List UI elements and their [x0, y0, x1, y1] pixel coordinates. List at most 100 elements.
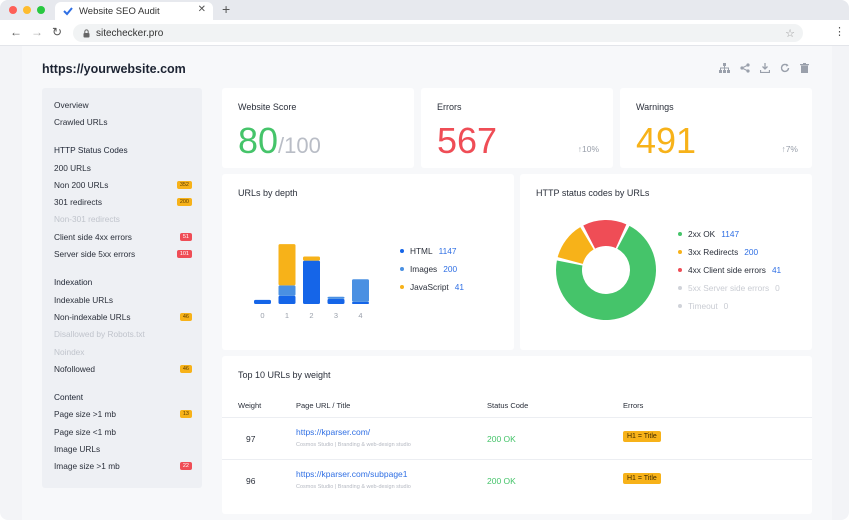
sidebar-item-non-301-redirects[interactable]: Non-301 redirects	[42, 211, 202, 228]
depth-legend-item: Images 200	[400, 260, 464, 278]
sidebar-item-label: Image size >1 mb	[54, 461, 120, 472]
forward-icon[interactable]: →	[31, 25, 43, 39]
row-status-code: 200 OK	[487, 434, 516, 444]
legend-value: 0	[775, 283, 780, 293]
sidebar-item-label: Non-301 redirects	[54, 214, 120, 225]
sidebar-item-non-200-urls[interactable]: Non 200 URLs 352	[42, 176, 202, 193]
errors-card[interactable]: Errors 567 ↑10%	[421, 88, 613, 168]
sidebar-item-label: Page size <1 mb	[54, 426, 117, 437]
row-error-badge[interactable]: H1 = Title	[623, 473, 661, 484]
sidebar-item-indexable-urls[interactable]: Indexable URLs	[42, 291, 202, 308]
sidebar-item-label: Indexation	[54, 277, 93, 288]
bar-javascript-2	[303, 256, 320, 261]
website-score-title: Website Score	[238, 102, 297, 112]
sidebar-item-client-side-4xx-errors[interactable]: Client side 4xx errors 51	[42, 228, 202, 245]
bookmark-star-icon[interactable]: ☆	[785, 27, 795, 40]
sidebar-item-page-size-1-mb[interactable]: Page size >1 mb 13	[42, 406, 202, 423]
legend-name: Timeout	[688, 301, 718, 311]
errors-trend: ↑10%	[577, 144, 599, 154]
depth-legend: HTML 1147 Images 200 JavaScript 41	[400, 242, 464, 296]
sidebar-item-label: Disallowed by Robots.txt	[54, 329, 145, 340]
sidebar-item-disallowed-by-robots-txt[interactable]: Disallowed by Robots.txt	[42, 326, 202, 343]
count-badge: 13	[179, 410, 192, 419]
sitemap-icon[interactable]	[719, 62, 730, 73]
address-bar[interactable]: sitechecker.pro ☆	[73, 24, 803, 42]
minimize-window-button[interactable]	[23, 6, 31, 14]
sidebar-item-label: Server side 5xx errors	[54, 249, 136, 260]
sidebar-item-noindex[interactable]: Noindex	[42, 343, 202, 360]
audit-page: https://yourwebsite.com Overview Crawled …	[22, 46, 832, 520]
sidebar-item-301-redirects[interactable]: 301 redirects 200	[42, 193, 202, 210]
sidebar-item-label: Crawled URLs	[54, 116, 108, 127]
browser-menu-icon[interactable]: ⋮	[834, 26, 845, 38]
errors-title: Errors	[437, 102, 462, 112]
status-legend-item: Timeout 0	[678, 297, 781, 315]
sidebar-item-server-side-5xx-errors[interactable]: Server side 5xx errors 101	[42, 245, 202, 262]
close-tab-icon[interactable]: ✕	[197, 4, 206, 15]
reload-icon[interactable]: ↻	[52, 25, 63, 39]
donut-slice-4xx-client-side-errors	[583, 220, 627, 249]
row-error-badge[interactable]: H1 = Title	[623, 431, 661, 442]
col-status: Status Code	[487, 401, 529, 410]
count-badge: 22	[179, 462, 192, 471]
download-icon[interactable]	[759, 62, 770, 73]
website-score-card[interactable]: Website Score 80/100	[222, 88, 414, 168]
bar-images-4	[352, 279, 369, 302]
sidebar-item-label: Non-indexable URLs	[54, 311, 131, 322]
legend-dot	[400, 267, 404, 271]
legend-dot	[678, 232, 682, 236]
sidebar-item-label: 200 URLs	[54, 162, 91, 173]
sidebar: Overview Crawled URLs HTTP Status Codes 200…	[42, 88, 202, 488]
warnings-card[interactable]: Warnings 491 ↑7%	[620, 88, 812, 168]
count-badge: 51	[179, 232, 192, 241]
refresh-icon[interactable]	[779, 62, 790, 73]
sidebar-item-overview[interactable]: Overview	[42, 96, 202, 113]
row-page-title: Cosmos Studio | Branding & web-design st…	[296, 442, 411, 448]
table-row: 96 https://kparser.com/subpage1 Cosmos Stu…	[222, 459, 812, 500]
warnings-title: Warnings	[636, 102, 674, 112]
browser-tab[interactable]: Website SEO Audit ✕	[55, 2, 213, 20]
sidebar-item-200-urls[interactable]: 200 URLs	[42, 159, 202, 176]
row-url-link[interactable]: https://kparser.com/subpage1	[296, 469, 408, 479]
legend-value: 200	[744, 247, 759, 257]
sidebar-item-image-size-1-mb[interactable]: Image size >1 mb 22	[42, 458, 202, 475]
bar-html-3	[327, 298, 345, 304]
row-url-link[interactable]: https://kparser.com/	[296, 427, 371, 437]
trash-icon[interactable]	[799, 62, 810, 73]
table-row: 97 https://kparser.com/Cosmos Studio | Br…	[222, 417, 812, 458]
sidebar-item-image-urls[interactable]: Image URLs	[42, 440, 202, 457]
legend-dot	[400, 249, 404, 253]
sidebar-item-crawled-urls[interactable]: Crawled URLs	[42, 113, 202, 130]
sitechecker-logo-icon	[63, 6, 73, 15]
back-icon[interactable]: ←	[10, 25, 22, 39]
legend-value: 41	[771, 265, 782, 275]
bar-html-1	[278, 295, 296, 304]
sidebar-gap	[42, 263, 202, 274]
x-tick-label: 4	[358, 311, 362, 320]
website-score-value: 80/100	[238, 120, 321, 161]
sidebar-item-content: Content	[42, 388, 202, 405]
sidebar-item-page-size-1-mb[interactable]: Page size <1 mb	[42, 423, 202, 440]
sidebar-item-label: Non 200 URLs	[54, 179, 109, 190]
maximize-window-button[interactable]	[37, 6, 45, 14]
legend-name: 5xx Server side errors	[688, 283, 770, 293]
row-status-code: 200 OK	[487, 476, 516, 486]
sidebar-gap	[42, 131, 202, 142]
sidebar-item-label: Page size >1 mb	[54, 409, 117, 420]
sidebar-item-non-indexable-urls[interactable]: Non-indexable URLs 46	[42, 308, 202, 325]
sidebar-item-label: Image URLs	[54, 443, 101, 454]
arrow-up-icon: ↑	[781, 144, 786, 154]
sidebar-item-nofollowed[interactable]: Nofollowed 46	[42, 360, 202, 377]
sidebar-item-label: Client side 4xx errors	[54, 231, 132, 242]
close-window-button[interactable]	[9, 6, 17, 14]
new-tab-button[interactable]: +	[222, 1, 231, 17]
status-legend-item: 2xx OK 1147	[678, 225, 781, 243]
sidebar-item-label: Indexable URLs	[54, 294, 114, 305]
legend-name: JavaScript	[410, 282, 449, 292]
share-icon[interactable]	[739, 62, 750, 73]
legend-name: 4xx Client side errors	[688, 265, 766, 275]
bar-images-1	[278, 285, 296, 296]
top-urls-title: Top 10 URLs by weight	[238, 370, 331, 380]
lock-icon	[83, 28, 90, 37]
count-badge: 101	[176, 250, 192, 259]
